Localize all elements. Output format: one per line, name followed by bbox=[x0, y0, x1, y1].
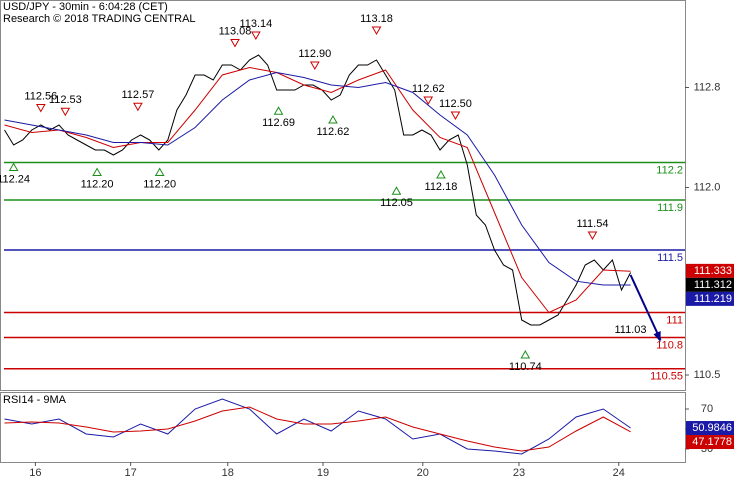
x-tick-label: 19 bbox=[317, 467, 329, 479]
low-marker bbox=[92, 167, 102, 176]
high-marker bbox=[250, 31, 261, 41]
projection-label: 111.03 bbox=[614, 324, 646, 336]
low-label: 110.74 bbox=[509, 361, 542, 373]
high-marker bbox=[309, 61, 320, 71]
value-tag bbox=[686, 421, 734, 436]
low-label: 112.20 bbox=[81, 178, 114, 190]
series-line bbox=[4, 71, 631, 286]
high-label: 113.08 bbox=[219, 25, 252, 37]
chart-title: USD/JPY - 30min - 6:04:28 (CET) bbox=[3, 1, 168, 13]
x-tick-label: 23 bbox=[513, 467, 525, 479]
y-tick-label: 112.0 bbox=[694, 181, 721, 193]
high-marker bbox=[133, 102, 143, 112]
main-panel bbox=[0, 0, 686, 391]
level-label: 111.5 bbox=[657, 252, 683, 264]
value-tag bbox=[686, 277, 734, 292]
low-label: 112.24 bbox=[0, 173, 30, 185]
rsi-title: RSI14 - 9MA bbox=[3, 394, 67, 406]
series-line bbox=[4, 398, 631, 455]
series-line bbox=[4, 406, 631, 452]
chart-subtitle: Research © 2018 TRADING CENTRAL bbox=[3, 13, 196, 25]
high-marker bbox=[423, 96, 434, 106]
low-marker bbox=[8, 162, 19, 171]
high-label: 112.53 bbox=[49, 94, 82, 106]
high-marker bbox=[35, 104, 46, 113]
x-tick-label: 20 bbox=[417, 467, 429, 479]
y-tick-label: 112.8 bbox=[694, 81, 721, 93]
high-label: 111.54 bbox=[576, 218, 608, 230]
low-label: 112.62 bbox=[317, 126, 350, 138]
high-label: 112.50 bbox=[439, 98, 472, 110]
high-marker bbox=[371, 26, 382, 36]
high-marker bbox=[230, 39, 240, 48]
value-tag-label: 111.312 bbox=[694, 279, 732, 291]
y-tick-label: 70 bbox=[701, 403, 713, 415]
high-marker bbox=[450, 111, 461, 121]
x-tick-label: 24 bbox=[613, 467, 625, 479]
high-label: 112.57 bbox=[121, 89, 154, 101]
rsi-panel bbox=[0, 392, 686, 463]
level-label: 112.2 bbox=[656, 164, 683, 176]
value-tag bbox=[686, 263, 734, 278]
level-label: 111.9 bbox=[657, 202, 683, 214]
low-marker bbox=[520, 349, 531, 359]
low-label: 112.69 bbox=[262, 117, 295, 129]
low-label: 112.05 bbox=[380, 197, 413, 209]
low-label: 112.18 bbox=[425, 181, 458, 193]
y-tick-label: 110.5 bbox=[694, 369, 721, 381]
high-marker bbox=[587, 231, 598, 241]
low-label: 112.20 bbox=[143, 178, 176, 190]
value-tag-label: 111.333 bbox=[694, 265, 732, 277]
high-label: 112.62 bbox=[412, 83, 445, 95]
value-tag-label: 50.9846 bbox=[692, 422, 732, 434]
x-tick-label: 18 bbox=[222, 467, 234, 479]
high-label: 112.56 bbox=[24, 90, 57, 102]
low-marker bbox=[391, 186, 402, 195]
low-marker bbox=[436, 169, 446, 179]
value-tag-label: 111.219 bbox=[694, 293, 732, 305]
series-line bbox=[4, 66, 631, 314]
projection-arrow bbox=[629, 274, 662, 341]
low-marker bbox=[154, 167, 165, 176]
series-line bbox=[4, 54, 632, 326]
low-marker bbox=[328, 114, 338, 124]
arrow-head bbox=[653, 331, 661, 342]
level-label: 110.55 bbox=[650, 371, 683, 383]
x-tick-label: 16 bbox=[29, 467, 41, 479]
high-marker bbox=[60, 107, 71, 117]
high-label: 113.14 bbox=[239, 18, 272, 30]
value-tag bbox=[686, 435, 734, 450]
value-tag bbox=[686, 291, 734, 306]
level-label: 111 bbox=[666, 314, 683, 326]
high-label: 112.90 bbox=[298, 48, 331, 60]
high-label: 113.18 bbox=[360, 13, 393, 25]
x-tick-label: 17 bbox=[125, 467, 137, 479]
value-tag-label: 47.1778 bbox=[692, 436, 732, 448]
level-label: 110.8 bbox=[656, 339, 683, 351]
low-marker bbox=[273, 106, 284, 115]
